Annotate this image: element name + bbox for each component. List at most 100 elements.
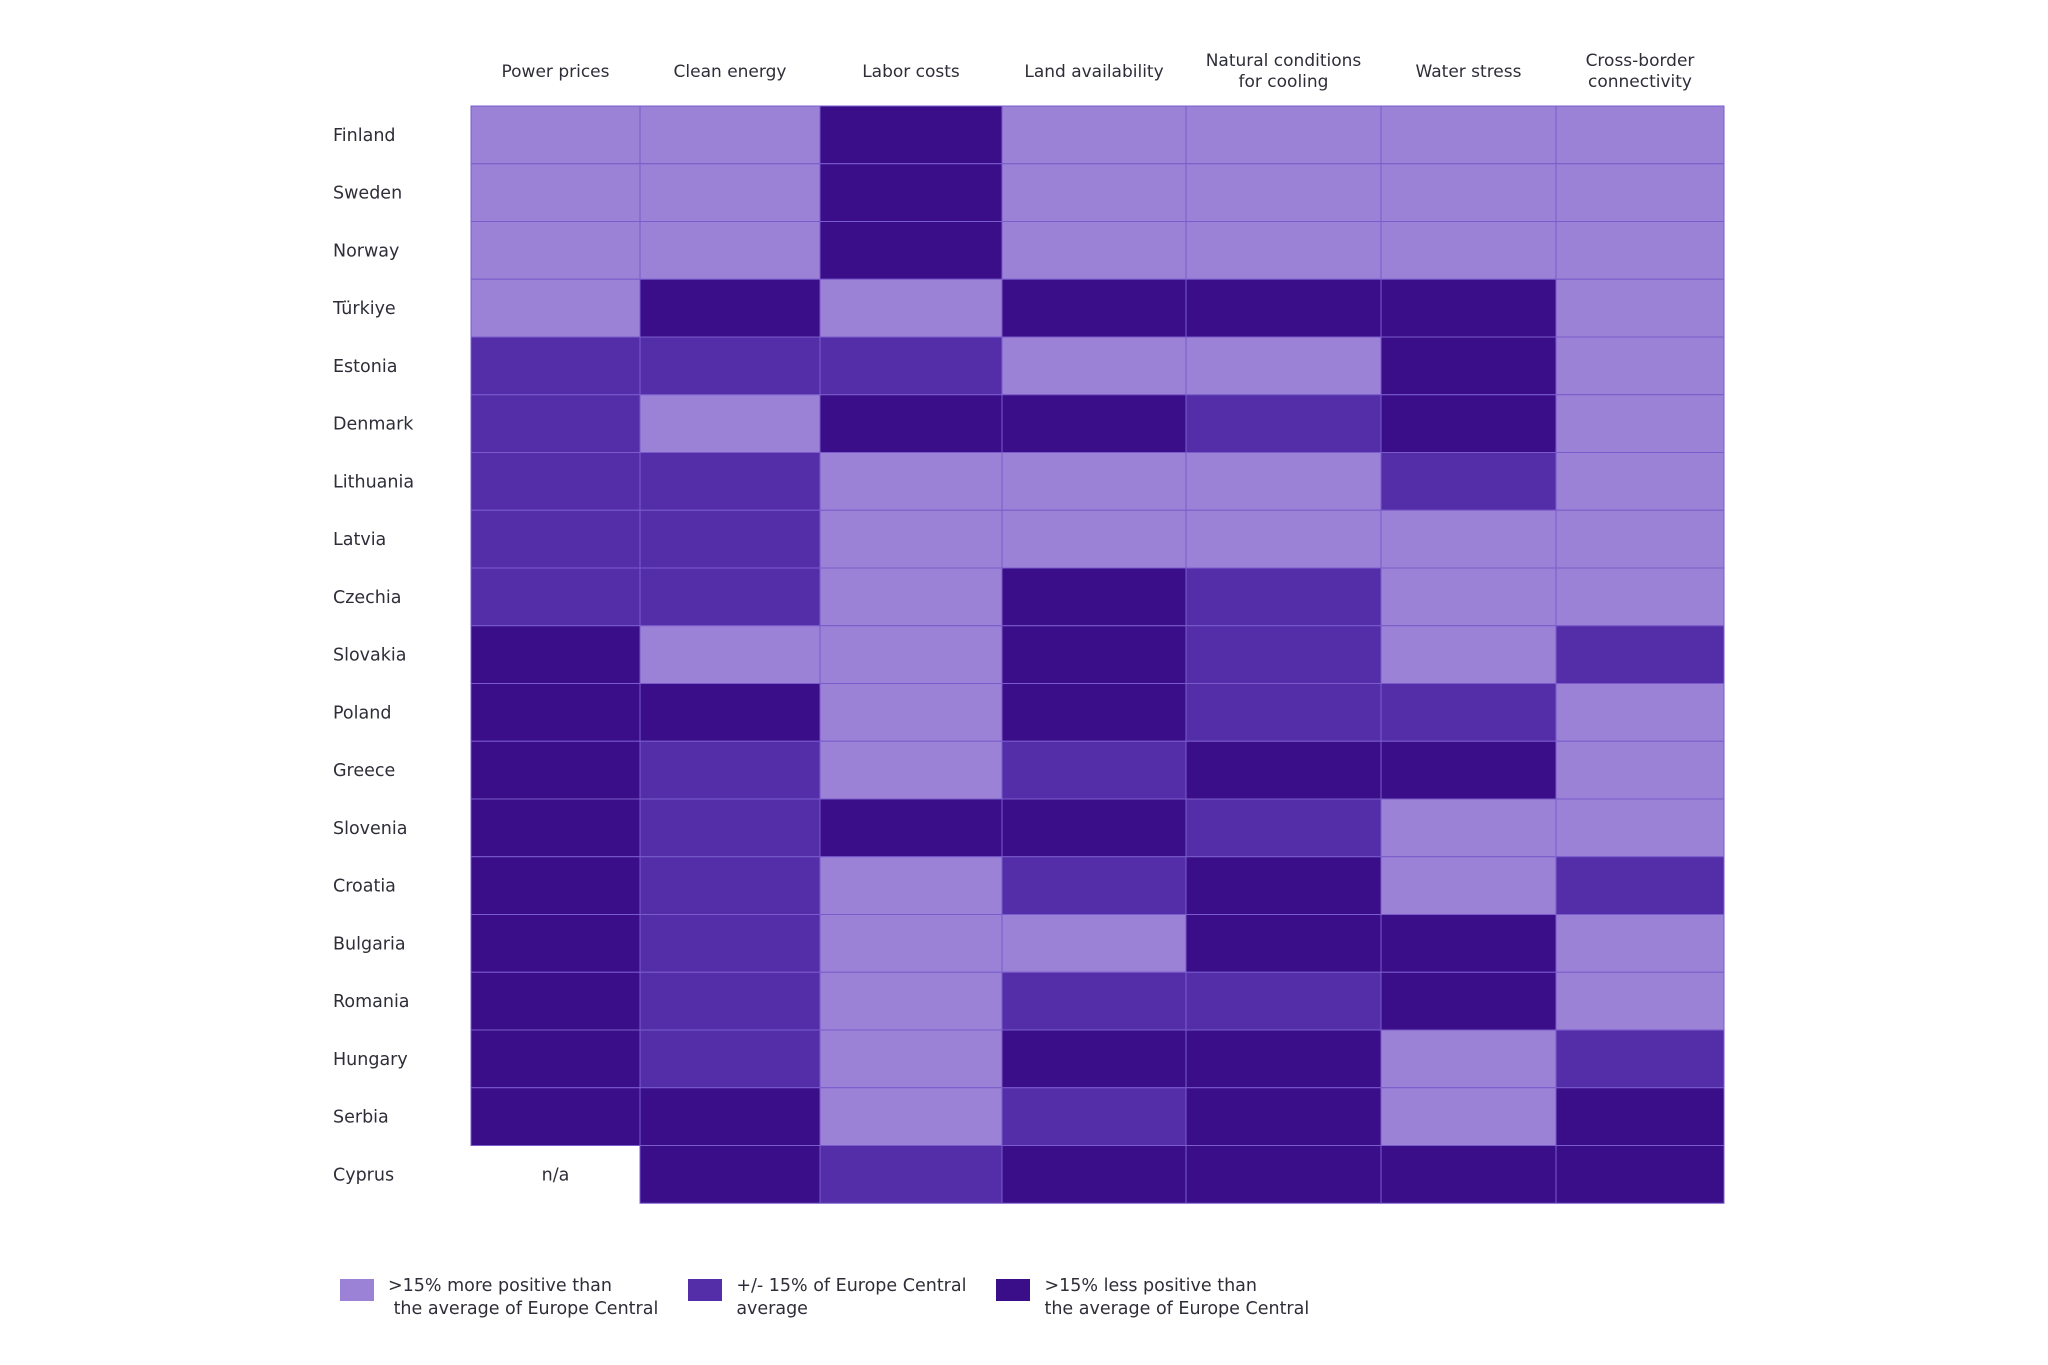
cell-t-rkiye-1 (639, 278, 821, 338)
row-header-croatia: Croatia (333, 877, 396, 897)
cell-slovakia-3 (1001, 625, 1187, 684)
cell-czechia-3 (1001, 567, 1187, 627)
heatmap-chart: Power prices Clean energy Labor costs Land … (332, 51, 1725, 1204)
cell-hungary-3 (1001, 1029, 1187, 1089)
cell-romania-3 (1001, 971, 1187, 1031)
heatmap-cells: n/a (470, 105, 1725, 1204)
cell-serbia-1 (639, 1087, 821, 1146)
cell-slovenia-4 (1185, 798, 1382, 858)
cell-denmark-4 (1185, 394, 1382, 453)
cell-latvia-1 (639, 509, 821, 569)
cell-slovenia-6 (1555, 798, 1725, 858)
cell-denmark-3 (1001, 394, 1187, 453)
cell-romania-6 (1555, 971, 1725, 1031)
cell-norway-0 (470, 221, 641, 280)
cell-czechia-6 (1555, 567, 1725, 627)
legend-label-less-positive: >15% less positive than the average of E… (1044, 1276, 1310, 1319)
cell-finland-3 (1001, 105, 1187, 165)
cell-finland-6 (1555, 105, 1725, 165)
cell-hungary-0 (470, 1029, 641, 1089)
cell-norway-3 (1001, 221, 1187, 280)
row-header-czechia: Czechia (333, 588, 401, 608)
row-header-serbia: Serbia (333, 1108, 389, 1128)
cell-latvia-0 (470, 509, 641, 569)
cell-croatia-5 (1380, 856, 1557, 915)
cell-lithuania-4 (1185, 452, 1382, 511)
cell-bulgaria-1 (639, 914, 821, 973)
column-header-clean-energy: Clean energy (674, 62, 787, 82)
cell-sweden-6 (1555, 163, 1725, 222)
legend-item-average: +/- 15% of Europe Central average (688, 1275, 966, 1321)
cell-estonia-0 (470, 336, 641, 396)
cell-slovakia-4 (1185, 625, 1382, 684)
cell-serbia-6 (1555, 1087, 1725, 1146)
column-header-water-stress: Water stress (1416, 62, 1522, 82)
cell-estonia-3 (1001, 336, 1187, 396)
cell-hungary-6 (1555, 1029, 1725, 1089)
cell-norway-1 (639, 221, 821, 280)
cell-t-rkiye-0 (470, 278, 641, 338)
cell-bulgaria-2 (819, 914, 1003, 973)
column-header-natural-conditions-for-cooling: Natural conditions for cooling (1206, 51, 1362, 92)
cell-romania-2 (819, 971, 1003, 1031)
cell-sweden-4 (1185, 163, 1382, 222)
cell-croatia-4 (1185, 856, 1382, 915)
row-header-denmark: Denmark (333, 415, 414, 435)
cell-lithuania-0 (470, 452, 641, 511)
cell-cyprus-6 (1555, 1145, 1725, 1204)
cell-poland-1 (639, 683, 821, 742)
cell-sweden-0 (470, 163, 641, 222)
cell-poland-6 (1555, 683, 1725, 742)
cell-serbia-2 (819, 1087, 1003, 1146)
cell-latvia-2 (819, 509, 1003, 569)
cell-greece-1 (639, 740, 821, 800)
cell-sweden-2 (819, 163, 1003, 222)
cell-finland-1 (639, 105, 821, 165)
cell-slovenia-5 (1380, 798, 1557, 858)
row-header-poland: Poland (333, 703, 391, 723)
cell-cyprus-2 (819, 1145, 1003, 1204)
row-header-hungary: Hungary (333, 1050, 408, 1070)
cell-bulgaria-3 (1001, 914, 1187, 973)
cell-croatia-0 (470, 856, 641, 915)
cell-lithuania-1 (639, 452, 821, 511)
cell-na-cyprus-0: n/a (542, 1165, 570, 1185)
legend-swatch-more-positive (340, 1279, 374, 1301)
row-header-latvia: Latvia (333, 530, 386, 550)
legend-item-more-positive: >15% more positive than the average of E… (340, 1275, 658, 1321)
legend-label-more-positive: >15% more positive than the average of E… (388, 1276, 659, 1319)
legend-item-less-positive: >15% less positive than the average of E… (996, 1275, 1309, 1321)
cell-sweden-5 (1380, 163, 1557, 222)
cell-bulgaria-0 (470, 914, 641, 973)
cell-denmark-2 (819, 394, 1003, 453)
cell-czechia-4 (1185, 567, 1382, 627)
cell-hungary-5 (1380, 1029, 1557, 1089)
cell-hungary-1 (639, 1029, 821, 1089)
cell-bulgaria-5 (1380, 914, 1557, 973)
row-header-romania: Romania (333, 992, 410, 1012)
cell-latvia-4 (1185, 509, 1382, 569)
cell-denmark-5 (1380, 394, 1557, 453)
row-header-t-rkiye: Türkiye (332, 299, 396, 319)
cell-norway-4 (1185, 221, 1382, 280)
cell-t-rkiye-5 (1380, 278, 1557, 338)
cell-norway-6 (1555, 221, 1725, 280)
cell-romania-4 (1185, 971, 1382, 1031)
cell-slovakia-0 (470, 625, 641, 684)
cell-estonia-5 (1380, 336, 1557, 396)
cell-hungary-2 (819, 1029, 1003, 1089)
legend: >15% more positive than the average of E… (340, 1275, 1309, 1321)
cell-finland-5 (1380, 105, 1557, 165)
cell-t-rkiye-6 (1555, 278, 1725, 338)
cell-finland-4 (1185, 105, 1382, 165)
cell-latvia-6 (1555, 509, 1725, 569)
cell-sweden-1 (639, 163, 821, 222)
cell-finland-2 (819, 105, 1003, 165)
cell-t-rkiye-3 (1001, 278, 1187, 338)
cell-finland-0 (470, 105, 641, 165)
cell-czechia-5 (1380, 567, 1557, 627)
cell-bulgaria-4 (1185, 914, 1382, 973)
row-headers: Finland Sweden Norway Türkiye Estonia Denmark… (332, 126, 414, 1186)
cell-slovakia-6 (1555, 625, 1725, 684)
row-header-lithuania: Lithuania (333, 472, 414, 492)
